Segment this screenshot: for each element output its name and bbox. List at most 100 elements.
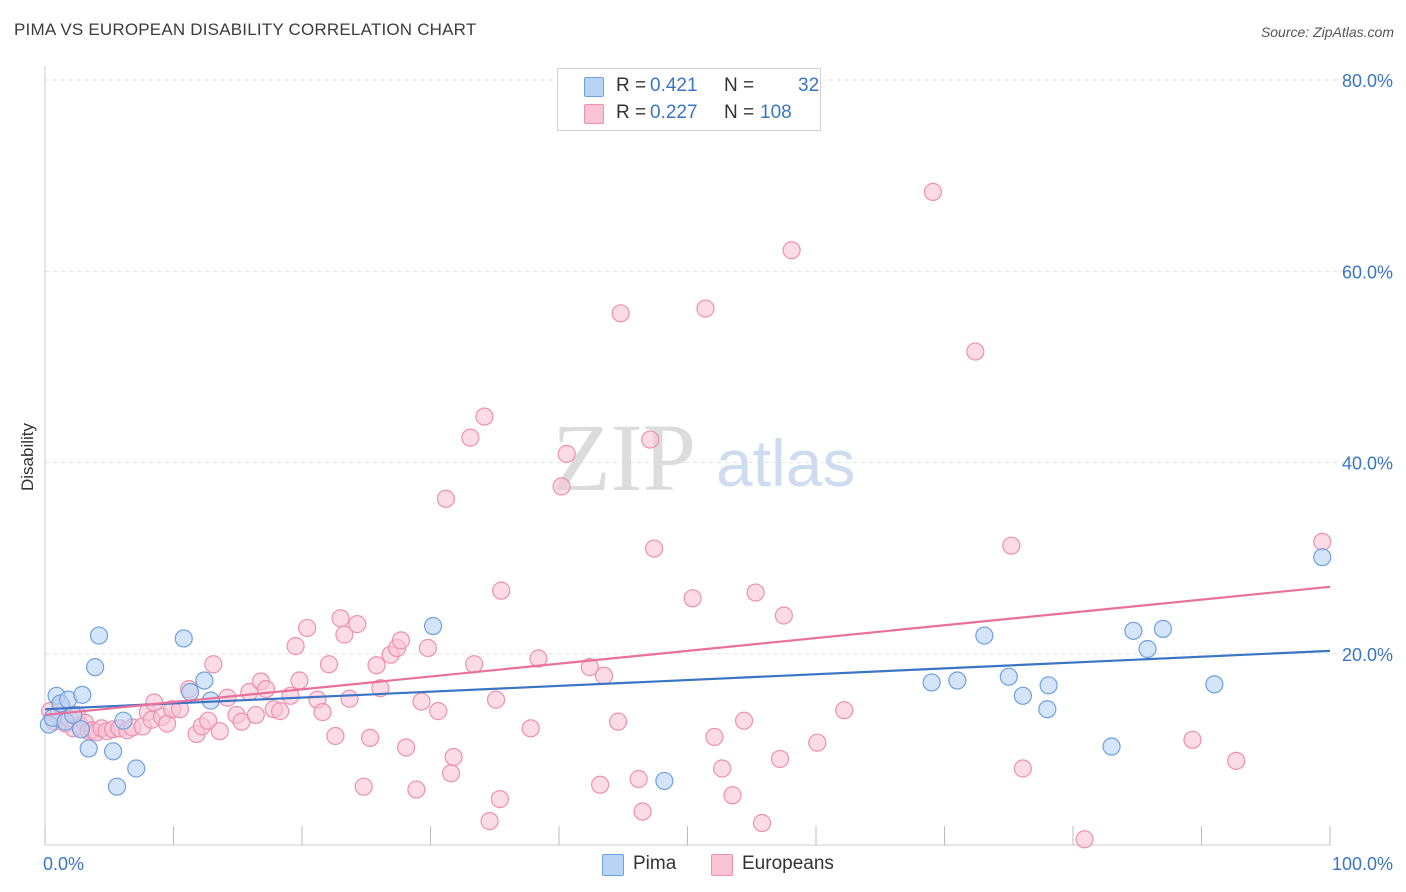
bottom-europeans-label: Europeans xyxy=(742,853,834,874)
europeans-r-label: R = xyxy=(616,102,647,123)
watermark-atlas: atlas xyxy=(716,426,855,500)
europeans-point xyxy=(808,733,827,752)
europeans-point xyxy=(1183,730,1202,749)
europeans-point xyxy=(246,705,265,725)
pima-n-value: 32 xyxy=(798,75,820,96)
europeans-point xyxy=(552,477,571,496)
europeans-swatch xyxy=(584,104,604,124)
pima-r-value: 0.421 xyxy=(650,75,698,96)
europeans-point xyxy=(734,711,754,730)
europeans-point xyxy=(371,679,390,698)
europeans-point xyxy=(1075,830,1094,849)
pima-point xyxy=(127,759,146,778)
europeans-point xyxy=(340,689,359,708)
europeans-point xyxy=(770,749,790,769)
europeans-point xyxy=(490,789,509,809)
europeans-point xyxy=(313,702,332,722)
chart-title: PIMA VS EUROPEAN DISABILITY CORRELATION … xyxy=(14,20,477,39)
europeans-point xyxy=(580,658,599,677)
europeans-point xyxy=(486,690,506,709)
europeans-point xyxy=(705,727,724,747)
y-tick-label: 20.0% xyxy=(1342,645,1393,665)
pima-point xyxy=(423,616,443,636)
europeans-point xyxy=(641,430,660,449)
europeans-point xyxy=(367,656,386,675)
europeans-point xyxy=(591,775,610,794)
pima-point xyxy=(174,629,193,648)
pima-point xyxy=(1138,639,1157,659)
europeans-trend-line xyxy=(44,585,1331,717)
europeans-n-value: 108 xyxy=(760,102,792,123)
europeans-point xyxy=(475,407,494,426)
europeans-point xyxy=(418,638,438,658)
correlation-legend: R = 0.421 N = 32 R = 0.227 N = 108 xyxy=(557,68,821,131)
europeans-point xyxy=(286,636,305,656)
trend-lines xyxy=(44,585,1331,717)
pima-n-label: N = xyxy=(724,75,755,96)
pima-point xyxy=(1038,700,1057,719)
europeans-point xyxy=(644,539,664,558)
pima-point xyxy=(104,742,123,761)
pima-point xyxy=(89,626,109,645)
pima-point xyxy=(107,777,127,796)
europeans-point xyxy=(326,726,345,746)
europeans-point xyxy=(529,649,548,668)
europeans-point xyxy=(204,655,223,674)
europeans-point xyxy=(335,625,354,644)
pima-point xyxy=(1313,548,1332,567)
europeans-point xyxy=(835,701,854,720)
europeans-point xyxy=(361,728,380,748)
pima-point xyxy=(1205,675,1224,694)
y-tick-label: 40.0% xyxy=(1342,454,1393,474)
grid-lines xyxy=(45,79,1392,655)
europeans-point xyxy=(633,802,652,821)
pima-point xyxy=(79,739,98,758)
pima-point xyxy=(1039,676,1058,695)
pima-point xyxy=(922,673,941,692)
pima-point xyxy=(948,671,967,690)
x-tick-labels: 0.0% 100.0% xyxy=(43,854,1393,874)
europeans-point xyxy=(752,813,772,833)
europeans-point xyxy=(210,722,229,741)
pima-point xyxy=(1102,737,1121,756)
series-europeans xyxy=(41,182,1332,849)
pima-point xyxy=(114,711,133,730)
europeans-point xyxy=(465,655,484,674)
pima-point xyxy=(1153,619,1173,638)
europeans-point xyxy=(396,738,416,757)
pima-swatch xyxy=(584,77,604,97)
pima-point xyxy=(1013,686,1032,705)
europeans-point xyxy=(557,444,576,463)
europeans-point xyxy=(1013,759,1032,778)
watermark: ZIP atlas xyxy=(552,404,855,511)
europeans-point xyxy=(774,606,793,625)
europeans-point xyxy=(1002,536,1021,555)
europeans-point xyxy=(319,655,339,674)
europeans-point xyxy=(391,631,411,650)
pima-point xyxy=(975,626,994,645)
pima-point xyxy=(181,682,200,702)
europeans-point xyxy=(436,489,456,508)
europeans-point xyxy=(441,764,461,783)
europeans-point xyxy=(746,583,765,602)
pima-point xyxy=(1124,621,1143,640)
pima-point xyxy=(195,671,214,690)
europeans-point xyxy=(290,671,309,690)
y-axis-title: Disability xyxy=(18,422,37,491)
europeans-point xyxy=(298,618,317,638)
bottom-pima-label: Pima xyxy=(633,853,677,874)
pima-point xyxy=(655,771,674,791)
pima-point xyxy=(73,685,92,704)
axes xyxy=(44,66,1331,846)
europeans-point xyxy=(683,589,702,608)
pima-trend-line xyxy=(44,649,1331,711)
europeans-point xyxy=(331,609,350,628)
europeans-point xyxy=(521,719,540,738)
europeans-point xyxy=(966,342,985,361)
europeans-point xyxy=(594,666,614,685)
europeans-point xyxy=(723,786,742,805)
europeans-point xyxy=(480,811,499,831)
europeans-point xyxy=(611,304,630,323)
europeans-point xyxy=(444,747,463,767)
